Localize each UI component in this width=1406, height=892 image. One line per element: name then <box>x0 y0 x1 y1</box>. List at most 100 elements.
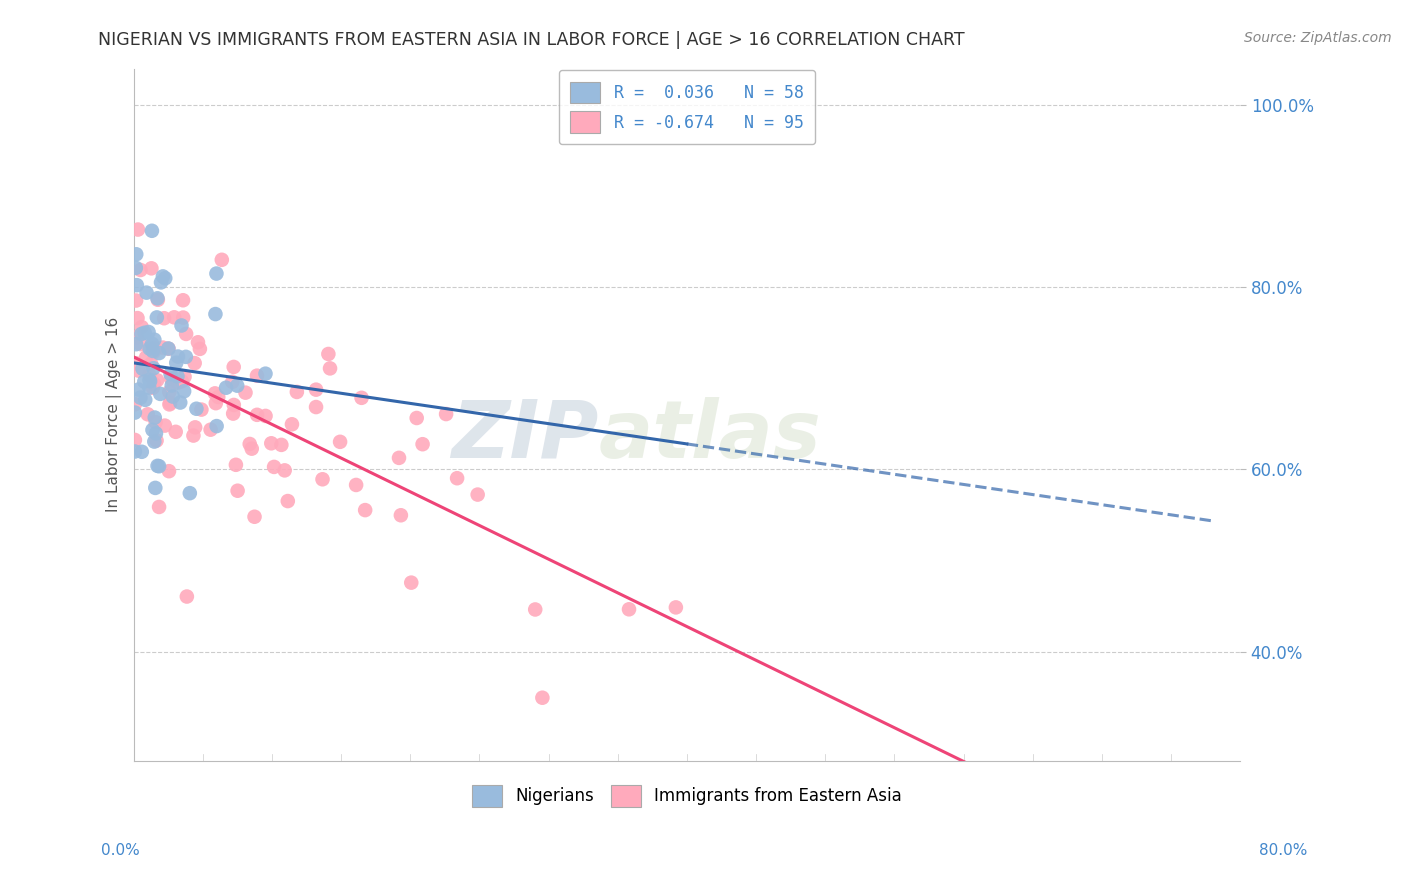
Point <box>157 342 180 356</box>
Point <box>412 437 434 451</box>
Point <box>146 373 169 387</box>
Point <box>141 423 163 437</box>
Point <box>221 375 243 389</box>
Point <box>246 368 269 383</box>
Point <box>446 471 468 485</box>
Point <box>172 293 194 308</box>
Point <box>165 356 187 370</box>
Point <box>145 434 167 448</box>
Point <box>170 318 193 333</box>
Point <box>139 375 162 389</box>
Point <box>142 381 165 395</box>
Point <box>125 260 148 275</box>
Point <box>146 458 169 473</box>
Point <box>125 247 148 261</box>
Point <box>142 343 165 358</box>
Point <box>128 364 150 378</box>
Text: atlas: atlas <box>599 397 821 475</box>
Point <box>125 356 148 370</box>
Point <box>207 390 229 404</box>
Point <box>146 291 169 305</box>
Point <box>388 450 411 465</box>
Point <box>215 381 238 395</box>
Point <box>190 402 212 417</box>
Point <box>176 590 198 604</box>
Point <box>125 293 148 308</box>
Point <box>129 337 152 351</box>
Point <box>246 408 269 422</box>
Point <box>285 384 308 399</box>
Point <box>155 271 177 285</box>
Point <box>174 326 197 341</box>
Point <box>127 383 149 397</box>
Point <box>222 398 245 412</box>
Point <box>240 442 263 456</box>
Point <box>263 459 285 474</box>
Point <box>138 368 160 383</box>
Point <box>149 387 172 401</box>
Point <box>222 359 245 374</box>
Point <box>277 494 299 508</box>
Point <box>153 311 176 326</box>
Point <box>524 602 547 616</box>
Point <box>305 400 328 414</box>
Point <box>222 407 245 421</box>
Point <box>179 486 201 500</box>
Point <box>153 418 176 433</box>
Point <box>131 444 153 458</box>
Point <box>166 369 188 384</box>
Point <box>124 397 146 411</box>
Point <box>434 407 457 421</box>
Point <box>134 326 156 340</box>
Point <box>211 252 233 267</box>
Point <box>318 347 340 361</box>
Point <box>146 310 169 325</box>
Point <box>129 391 152 405</box>
Point <box>243 509 266 524</box>
Point <box>143 341 166 355</box>
Point <box>141 336 163 351</box>
Point <box>157 384 180 399</box>
Point <box>143 434 166 449</box>
Point <box>200 423 222 437</box>
Point <box>167 350 190 364</box>
Point <box>129 263 152 277</box>
Point <box>254 409 277 423</box>
Point <box>124 433 146 447</box>
Point <box>160 371 183 385</box>
Point <box>150 276 173 290</box>
Point <box>136 407 159 421</box>
Point <box>124 406 146 420</box>
Text: Source: ZipAtlas.com: Source: ZipAtlas.com <box>1244 31 1392 45</box>
Point <box>142 361 165 376</box>
Point <box>405 411 427 425</box>
Point <box>188 342 211 356</box>
Point <box>159 397 181 411</box>
Point <box>138 325 160 339</box>
Point <box>665 600 688 615</box>
Point <box>170 374 193 388</box>
Point <box>169 395 191 409</box>
Point <box>260 436 283 450</box>
Point <box>141 261 163 276</box>
Point <box>141 224 163 238</box>
Point <box>205 267 228 281</box>
Point <box>127 311 149 326</box>
Point <box>135 351 157 365</box>
Point <box>305 383 328 397</box>
Text: 80.0%: 80.0% <box>1260 843 1308 858</box>
Point <box>125 278 148 293</box>
Point <box>183 428 205 442</box>
Point <box>148 346 170 360</box>
Point <box>226 378 249 392</box>
Legend: Nigerians, Immigrants from Eastern Asia: Nigerians, Immigrants from Eastern Asia <box>464 777 910 815</box>
Point <box>273 463 295 477</box>
Point <box>142 345 165 359</box>
Point <box>254 367 277 381</box>
Point <box>270 438 292 452</box>
Point <box>319 361 342 376</box>
Point <box>186 401 208 416</box>
Point <box>226 483 249 498</box>
Point <box>172 310 194 325</box>
Point <box>165 425 187 439</box>
